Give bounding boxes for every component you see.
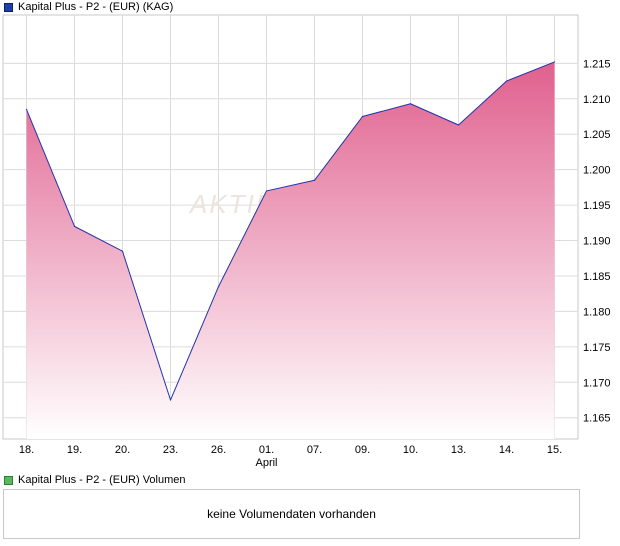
price-point — [217, 286, 220, 288]
price-legend-label: Kapital Plus - P2 - (EUR) (KAG) — [18, 0, 174, 13]
price-line-segment — [506, 61, 555, 82]
price-point — [409, 103, 412, 105]
x-tick-label: 23. — [163, 444, 178, 456]
price-line-segment — [314, 116, 363, 181]
y-tick-label: 1.215 — [583, 58, 611, 70]
x-tick-sublabel: April — [255, 457, 277, 469]
y-tick-label: 1.180 — [583, 306, 611, 318]
price-point — [457, 124, 460, 126]
y-tick-label: 1.185 — [583, 271, 611, 283]
price-line — [25, 61, 556, 401]
price-line-segment — [26, 109, 75, 227]
price-area-fill — [26, 61, 555, 440]
price-line-segment — [410, 103, 459, 126]
price-line-segment — [362, 103, 411, 117]
x-tick-label: 10. — [403, 444, 418, 456]
volume-legend-swatch — [4, 475, 13, 485]
volume-empty-message: keine Volumendaten vorhanden — [207, 507, 376, 521]
x-tick-label: 07. — [307, 444, 322, 456]
x-tick-label: 20. — [115, 444, 130, 456]
x-tick-label: 14. — [499, 444, 514, 456]
volume-panel: keine Volumendaten vorhanden — [3, 489, 580, 539]
volume-legend-label: Kapital Plus - P2 - (EUR) Volumen — [18, 473, 186, 486]
y-tick-label: 1.200 — [583, 165, 611, 177]
price-point — [121, 250, 124, 252]
price-point — [73, 225, 76, 227]
x-tick-label: 18. — [19, 444, 34, 456]
price-line-segment — [218, 190, 267, 287]
x-tick-label: 15. — [547, 444, 562, 456]
volume-legend[interactable]: Kapital Plus - P2 - (EUR) Volumen — [4, 473, 186, 487]
price-line-segment — [170, 286, 219, 401]
price-point — [169, 399, 172, 401]
y-tick-label: 1.190 — [583, 236, 611, 248]
x-axis-labels: 18. 19. 20. 23. 26. 01.April 07. 09. 10. 13. 14. 15… — [19, 444, 562, 469]
price-legend-swatch — [4, 2, 13, 12]
price-point — [361, 115, 364, 118]
price-line-segment — [74, 225, 123, 252]
x-tick-label: 19. — [67, 444, 82, 456]
price-point — [25, 108, 28, 111]
y-axis-labels: 1.165 1.170 1.175 1.180 1.185 1.190 1.195 1.200… — [583, 58, 611, 424]
y-tick-label: 1.195 — [583, 200, 611, 212]
price-line-segment — [266, 179, 315, 192]
y-tick-label: 1.170 — [583, 377, 611, 389]
x-tick-label: 13. — [451, 444, 466, 456]
y-tick-label: 1.205 — [583, 129, 611, 141]
price-legend[interactable]: Kapital Plus - P2 - (EUR) (KAG) — [4, 0, 173, 14]
price-line-segment — [122, 251, 171, 401]
price-line-segment — [458, 80, 507, 126]
price-point — [313, 179, 316, 181]
y-tick-label: 1.165 — [583, 413, 611, 425]
y-tick-label: 1.175 — [583, 342, 611, 354]
price-point — [265, 190, 268, 192]
y-tick-label: 1.210 — [583, 94, 611, 106]
x-tick-label: 01. — [259, 444, 274, 456]
price-chart: AKTIE 1.1651.1701.1751.1801.1851.1901.19… — [2, 14, 611, 469]
price-point — [553, 61, 556, 63]
x-tick-label: 26. — [211, 444, 226, 456]
price-point — [505, 80, 508, 82]
x-tick-label: 09. — [355, 444, 370, 456]
